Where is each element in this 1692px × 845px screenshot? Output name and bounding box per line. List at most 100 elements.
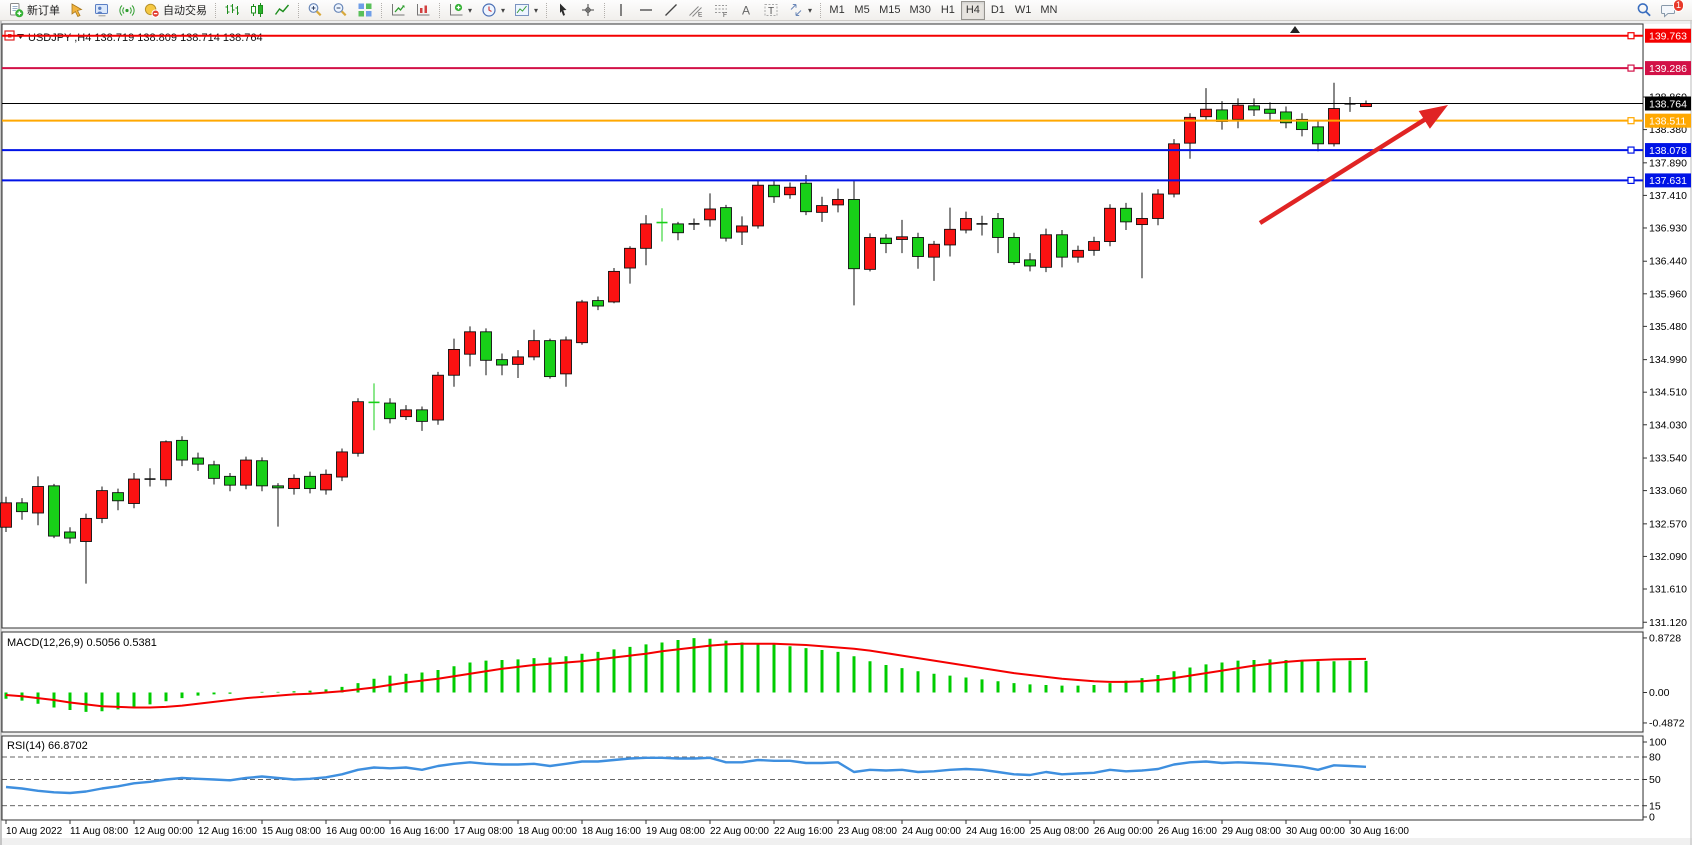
svg-text:17 Aug 08:00: 17 Aug 08:00 — [454, 826, 513, 837]
crosshair-button[interactable] — [576, 1, 600, 20]
clock-icon — [482, 3, 496, 17]
svg-text:18 Aug 16:00: 18 Aug 16:00 — [582, 826, 641, 837]
timeframe-m15[interactable]: M15 — [875, 1, 904, 20]
periodicity-dropdown[interactable]: ▾ — [477, 1, 509, 20]
timeframe-mn[interactable]: MN — [1036, 1, 1061, 20]
fibonacci-button[interactable]: F — [709, 1, 733, 20]
svg-text:26 Aug 00:00: 26 Aug 00:00 — [1094, 826, 1153, 837]
arrows-icon — [790, 4, 802, 16]
svg-text:131.610: 131.610 — [1649, 583, 1687, 595]
svg-text:A: A — [742, 4, 750, 18]
zoom-out-icon — [333, 3, 347, 17]
zoom-in-button[interactable] — [303, 1, 327, 20]
show-indicators-button[interactable] — [386, 1, 410, 20]
horizontal-line-icon — [640, 9, 653, 11]
cursor-icon — [560, 3, 567, 16]
svg-text:USDJPY ,H4 138.719 138.809 138: USDJPY ,H4 138.719 138.809 138.714 138.7… — [28, 32, 263, 44]
svg-text:138.511: 138.511 — [1649, 115, 1686, 127]
candles — [0, 82, 1372, 584]
svg-text:134.030: 134.030 — [1649, 419, 1687, 431]
trendline-icon — [665, 4, 678, 16]
separator — [298, 2, 299, 18]
svg-text:0.8728: 0.8728 — [1649, 632, 1681, 644]
vertical-line-icon — [620, 4, 622, 16]
vertical-line-button[interactable] — [609, 1, 633, 20]
svg-text:100: 100 — [1649, 737, 1667, 749]
label-button[interactable]: T — [759, 1, 783, 20]
fibonacci-icon: F — [715, 5, 728, 18]
text-button[interactable]: A — [734, 1, 758, 20]
zoom-out-button[interactable] — [328, 1, 352, 20]
autotrading-button[interactable]: 自动交易 — [140, 1, 211, 20]
tile-windows-button[interactable] — [353, 1, 377, 20]
svg-text:139.763: 139.763 — [1649, 31, 1687, 43]
separator — [215, 2, 216, 18]
autotrading-icon — [144, 3, 160, 18]
new-order-label: 新订单 — [27, 5, 60, 17]
line-chart-button[interactable] — [270, 1, 294, 20]
separator — [546, 2, 548, 18]
templates-dropdown[interactable]: ▾ — [510, 1, 542, 20]
indicators-icon — [392, 4, 405, 16]
add-indicator-dropdown[interactable]: ▾ — [444, 1, 476, 20]
chevron-down-icon: ▾ — [534, 5, 539, 15]
timeframe-w1[interactable]: W1 — [1011, 1, 1036, 20]
trendline-button[interactable] — [659, 1, 683, 20]
terminal-button[interactable] — [90, 1, 114, 20]
symbol-info: USDJPY ,H4 138.719 138.809 138.714 138.7… — [4, 30, 263, 44]
svg-text:136.440: 136.440 — [1649, 256, 1687, 268]
timeframe-h4[interactable]: H4 — [960, 0, 985, 20]
svg-text:30 Aug 16:00: 30 Aug 16:00 — [1350, 826, 1409, 837]
search-button[interactable] — [1632, 1, 1656, 20]
timeframe-d1[interactable]: D1 — [986, 1, 1010, 20]
macd-signal-line — [5, 642, 1367, 709]
svg-text:138.764: 138.764 — [1649, 98, 1687, 110]
price-lines[interactable]: 139.763 139.286 138.764 138.511 138.078 137.6… — [2, 28, 1691, 188]
svg-text:0.00: 0.00 — [1649, 687, 1670, 699]
notifications-button[interactable]: 1 — [1656, 0, 1684, 20]
timeframe-m30[interactable]: M30 — [905, 1, 934, 20]
channel-button[interactable]: E — [684, 1, 708, 20]
svg-text:133.060: 133.060 — [1649, 485, 1687, 497]
svg-text:19 Aug 08:00: 19 Aug 08:00 — [646, 826, 705, 837]
svg-text:132.090: 132.090 — [1649, 551, 1687, 563]
svg-text:25 Aug 08:00: 25 Aug 08:00 — [1030, 826, 1089, 837]
svg-text:132.570: 132.570 — [1649, 518, 1687, 530]
signals-button[interactable] — [115, 1, 139, 20]
trend-arrow[interactable] — [1258, 105, 1448, 225]
time-axis: 10 Aug 2022 11 Aug 08:00 12 Aug 00:00 12 Au… — [5, 820, 1409, 837]
arrows-dropdown[interactable]: ▾ — [784, 1, 816, 20]
svg-text:80: 80 — [1649, 752, 1661, 764]
timeframe-h1[interactable]: H1 — [936, 1, 960, 20]
svg-text:MACD(12,26,9) 0.5056 0.5381: MACD(12,26,9) 0.5056 0.5381 — [7, 637, 157, 649]
show-periods-button[interactable] — [411, 1, 435, 20]
zoom-in-icon — [308, 3, 322, 17]
separator — [381, 2, 382, 18]
svg-text:15 Aug 08:00: 15 Aug 08:00 — [262, 826, 321, 837]
svg-text:24 Aug 16:00: 24 Aug 16:00 — [966, 826, 1025, 837]
svg-text:18 Aug 00:00: 18 Aug 00:00 — [518, 826, 577, 837]
crosshair-icon — [582, 4, 595, 16]
cursor-button[interactable] — [551, 1, 575, 20]
timeframe-m1[interactable]: M1 — [825, 1, 849, 20]
svg-text:134.990: 134.990 — [1649, 354, 1687, 366]
svg-text:22 Aug 00:00: 22 Aug 00:00 — [710, 826, 769, 837]
toolbar-right: 1 — [1632, 0, 1684, 20]
add-indicator-icon — [450, 3, 463, 16]
terminal-icon — [95, 4, 108, 17]
metaeditor-button[interactable] — [65, 1, 89, 20]
horizontal-line-button[interactable] — [634, 1, 658, 20]
candle-chart-button[interactable] — [245, 1, 269, 20]
timeframe-m5[interactable]: M5 — [850, 1, 874, 20]
candle-chart-icon — [251, 3, 263, 17]
svg-text:24 Aug 00:00: 24 Aug 00:00 — [902, 826, 961, 837]
svg-text:135.960: 135.960 — [1649, 288, 1687, 300]
label-icon: T — [764, 4, 778, 17]
bar-chart-button[interactable] — [220, 1, 244, 20]
svg-text:11 Aug 08:00: 11 Aug 08:00 — [70, 826, 129, 837]
price-axis: 138.860138.380137.890137.410136.930136.4… — [1643, 92, 1687, 629]
chart-shift-marker[interactable] — [1290, 26, 1300, 33]
chevron-down-icon: ▾ — [808, 5, 813, 15]
new-order-button[interactable]: 新订单 — [4, 1, 64, 20]
